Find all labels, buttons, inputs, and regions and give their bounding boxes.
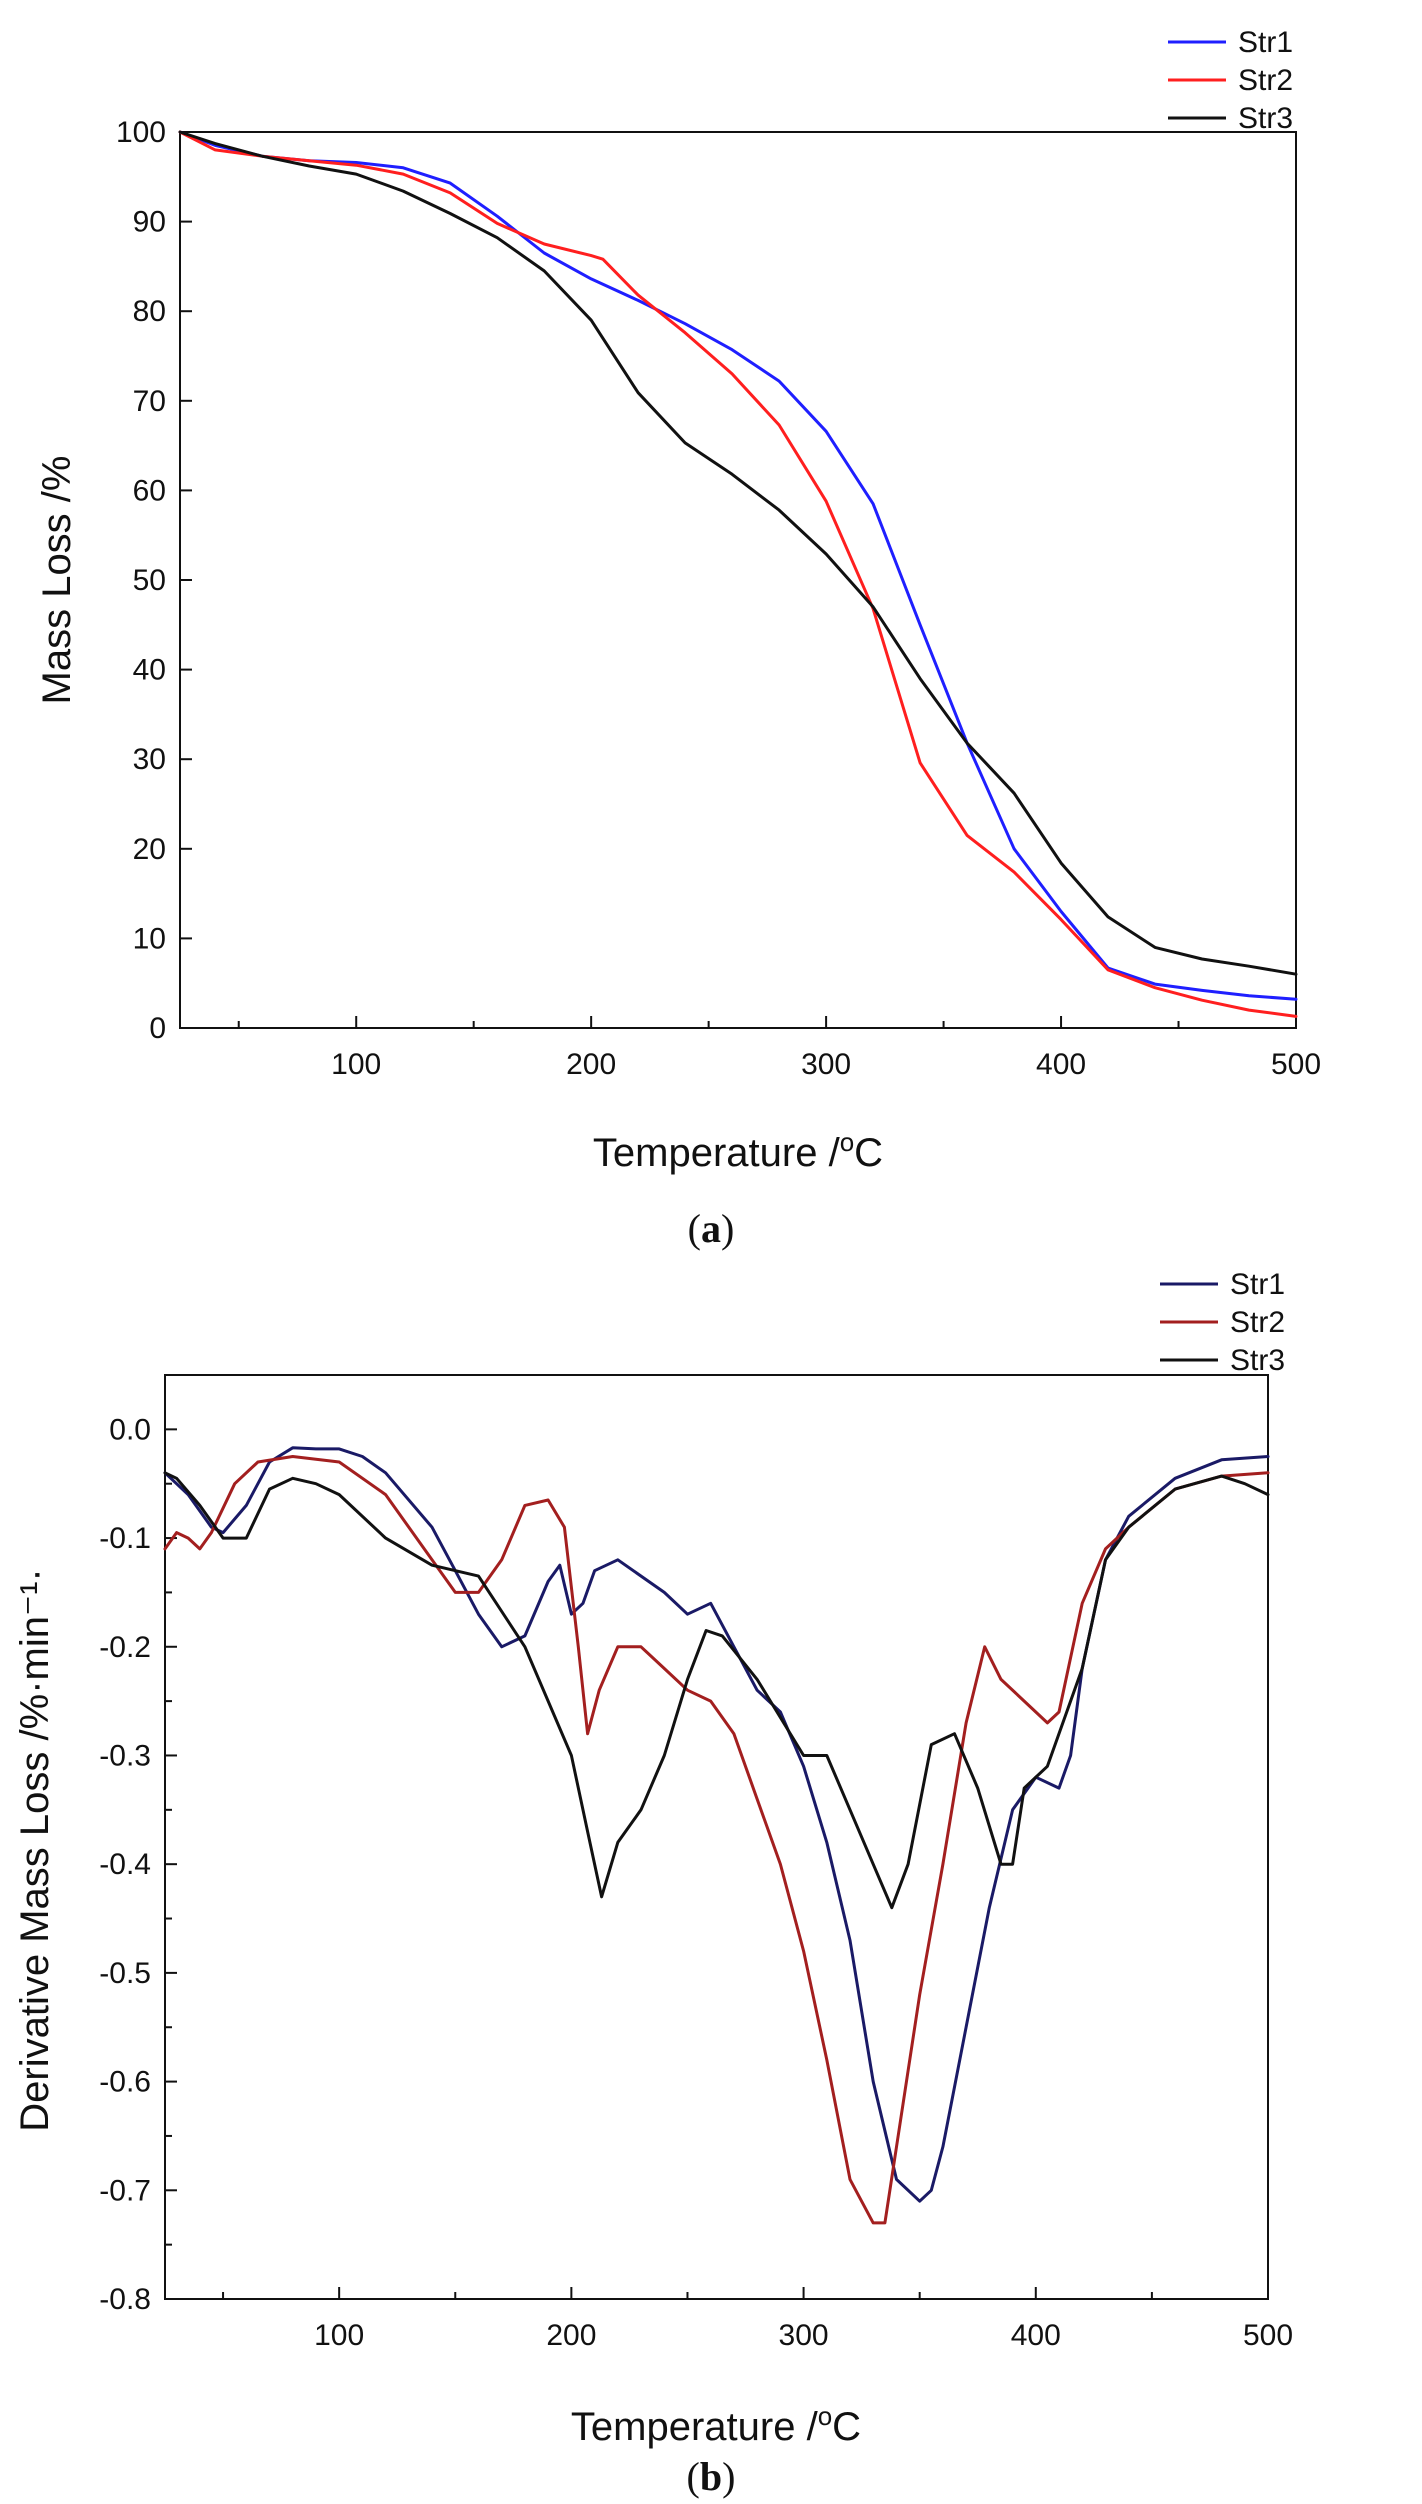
panel-a-x-tick-label: 500	[1271, 1048, 1321, 1081]
panel-b-y-tick-label: -0.5	[99, 1957, 151, 1990]
panel-b-legend-label-str1: Str1	[1230, 1268, 1285, 1301]
panel-b-legend-label-str2: Str2	[1230, 1306, 1285, 1339]
panel-b-y-tick-label: -0.7	[99, 2174, 151, 2207]
panel-b-x-axis-degree-mark: o	[818, 2401, 832, 2431]
panel-b-y-tick-label: -0.3	[99, 1739, 151, 1772]
panel-b-series-line-str1	[163, 1446, 1270, 2203]
panel-b-legend-label-str3: Str3	[1230, 1344, 1285, 1377]
panel-a-x-axis-unit: oC	[840, 1127, 883, 1175]
panel-b-label: (b)	[687, 2454, 736, 2499]
panel-a-y-axis-title: Mass Loss /%	[35, 456, 79, 705]
panel-a-x-tick-label: 300	[801, 1048, 851, 1081]
panel-b-y-tick-label: -0.1	[99, 1522, 151, 1555]
panel-b-x-axis-unit: oC	[818, 2401, 861, 2449]
panel-a-y-tick-label: 100	[116, 116, 166, 149]
panel-a-x-ticks: 100 200 300 400 500	[237, 1016, 1321, 1081]
panel-a-legend-label-str3: Str3	[1238, 102, 1293, 135]
panel-a-y-tick-label: 70	[133, 385, 166, 418]
panel-a-series	[178, 130, 1298, 1018]
panel-a-y-tick-label: 0	[149, 1012, 166, 1045]
panel-a-x-tick-label: 200	[566, 1048, 616, 1081]
panel-a-y-tick-label: 40	[133, 654, 166, 687]
panel-a-series-line-str3	[178, 130, 1298, 976]
panel-b-y-tick-label: 0.0	[109, 1413, 151, 1446]
panel-a-x-axis-title: Temperature /oC	[593, 1127, 883, 1175]
panel-a-y-tick-label: 60	[133, 474, 166, 507]
panel-b-plot-frame	[164, 1374, 1269, 2300]
panel-a-label: (a)	[688, 1206, 735, 1251]
panel-b-y-axis-title: Derivative Mass Loss /%·min⁻¹·	[13, 1568, 57, 2131]
panel-a-y-tick-label: 50	[133, 564, 166, 597]
panel-a-x-tick-label: 400	[1036, 1048, 1086, 1081]
panel-b-y-ticks: -0.8 -0.7 -0.6 -0.5 -0.4 -0.3 -0.2 -0.1 0.0	[99, 1413, 177, 2316]
panel-a-x-axis-unit-letter: C	[854, 1131, 883, 1175]
panel-b-x-ticks: 100 200 300 400 500	[222, 2287, 1293, 2352]
panel-b-y-tick-label: -0.8	[99, 2283, 151, 2316]
panel-b-x-tick-label: 300	[779, 2319, 829, 2352]
panel-b-x-axis-unit-letter: C	[832, 2405, 861, 2449]
panel-a-series-line-str1	[178, 130, 1298, 1001]
panel-a-series-line-str2	[178, 130, 1298, 1018]
panel-a-chart: 0 10 20 30 40 50 60 70 80 90 100 100 200 300 400 500 M…	[35, 26, 1321, 1251]
panel-b-y-tick-label: -0.2	[99, 1631, 151, 1664]
panel-a-y-ticks: 0 10 20 30 40 50 60 70 80 90 100	[116, 116, 192, 1045]
panel-b-x-tick-label: 100	[314, 2319, 364, 2352]
panel-b-x-tick-label: 400	[1011, 2319, 1061, 2352]
panel-b-x-tick-label: 500	[1243, 2319, 1293, 2352]
panel-a-legend-label-str2: Str2	[1238, 64, 1293, 97]
panel-b-legend: Str1 Str2 Str3	[1160, 1268, 1285, 1377]
panel-a-y-tick-label: 20	[133, 833, 166, 866]
panel-a-legend-label-str1: Str1	[1238, 26, 1293, 59]
panel-a-y-tick-label: 80	[133, 295, 166, 328]
panel-a-x-tick-label: 100	[331, 1048, 381, 1081]
panel-b-series	[163, 1446, 1270, 2225]
panel-b-y-tick-label: -0.6	[99, 2066, 151, 2099]
panel-a-y-tick-label: 10	[133, 922, 166, 955]
panel-b-series-line-str2	[163, 1455, 1270, 2225]
panel-b-x-axis-title: Temperature /oC	[571, 2401, 861, 2449]
panel-a-y-tick-label: 30	[133, 743, 166, 776]
panel-a-plot-frame	[179, 131, 1297, 1029]
panel-b-x-tick-label: 200	[546, 2319, 596, 2352]
panel-b-chart: -0.8 -0.7 -0.6 -0.5 -0.4 -0.3 -0.2 -0.1 0.0 100 2…	[13, 1268, 1293, 2499]
panel-a-y-tick-label: 90	[133, 206, 166, 239]
panel-b-y-tick-label: -0.4	[99, 1848, 151, 1881]
panel-a-legend: Str1 Str2 Str3	[1168, 26, 1293, 135]
panel-b-series-line-str3	[163, 1471, 1270, 1910]
panel-a-x-axis-degree-mark: o	[840, 1127, 854, 1157]
